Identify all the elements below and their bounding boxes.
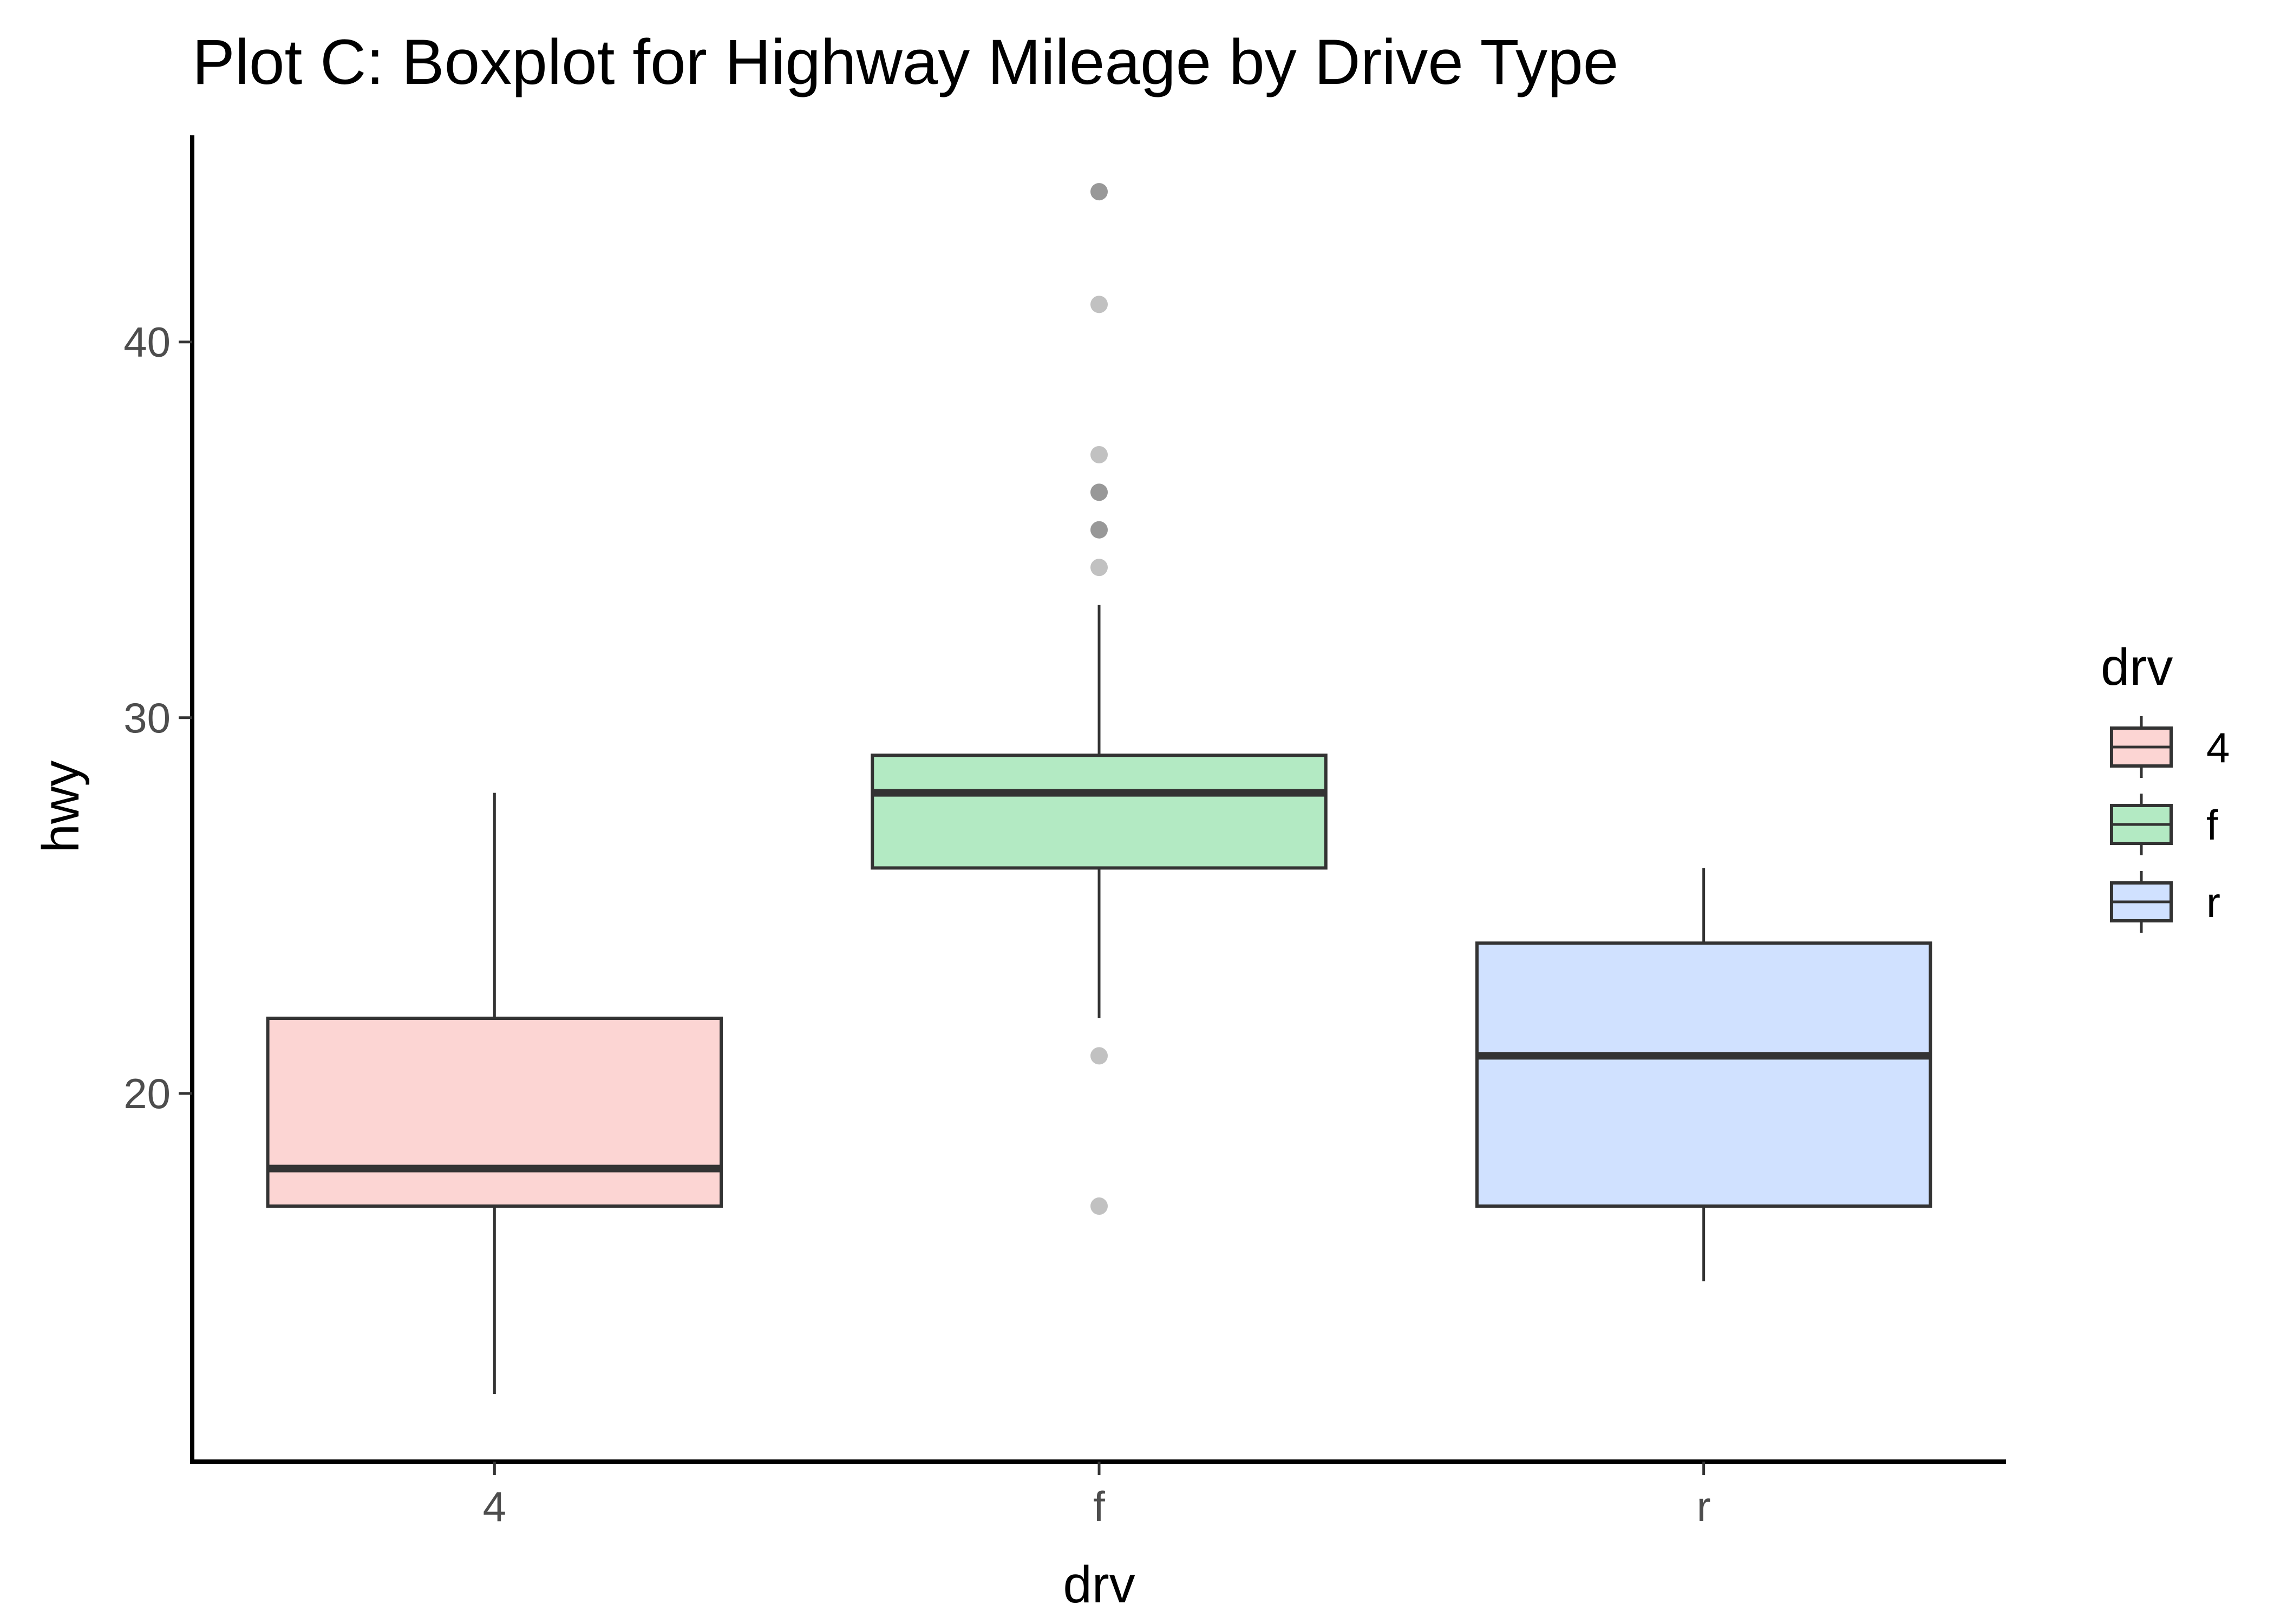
iqr-box bbox=[871, 754, 1328, 870]
outlier-point bbox=[1090, 446, 1108, 463]
outlier-point bbox=[1090, 1197, 1108, 1215]
outlier-point bbox=[1090, 521, 1108, 539]
legend-key-4 bbox=[2110, 716, 2173, 778]
y-tick-label: 20 bbox=[123, 1070, 171, 1117]
iqr-box bbox=[1475, 941, 1932, 1208]
legend-key-f bbox=[2110, 794, 2173, 855]
x-tick-label: f bbox=[1093, 1483, 1105, 1530]
outlier-point bbox=[1090, 559, 1108, 577]
chart-title: Plot C: Boxplot for Highway Mileage by D… bbox=[192, 27, 1618, 98]
iqr-box bbox=[266, 1017, 723, 1208]
legend-label: r bbox=[2206, 879, 2220, 926]
outlier-point bbox=[1090, 483, 1108, 501]
legend-title: drv bbox=[2101, 638, 2173, 696]
box-group-f bbox=[871, 183, 1328, 1215]
x-tick-label: 4 bbox=[483, 1483, 506, 1530]
y-tick-label: 30 bbox=[123, 694, 171, 742]
outlier-point bbox=[1090, 483, 1108, 501]
legend-items: 4 fr bbox=[2110, 716, 2230, 933]
box-group-4 bbox=[266, 793, 723, 1394]
legend: drv 4 fr bbox=[2101, 638, 2230, 933]
outlier-point bbox=[1090, 521, 1108, 539]
y-axis-ticks: 20 30 40 bbox=[123, 318, 192, 1117]
y-tick-label: 40 bbox=[123, 318, 171, 366]
legend-key-r bbox=[2110, 871, 2173, 933]
legend-label: 4 bbox=[2206, 724, 2230, 771]
y-axis-title: hwy bbox=[32, 761, 90, 853]
outlier-point bbox=[1090, 183, 1108, 201]
x-tick-label: r bbox=[1697, 1483, 1711, 1530]
x-axis-title: drv bbox=[1063, 1556, 1135, 1614]
box-group-r bbox=[1475, 868, 1932, 1281]
plot-area bbox=[266, 183, 1932, 1394]
legend-label: f bbox=[2206, 801, 2218, 849]
outlier-point bbox=[1090, 183, 1108, 201]
x-axis-ticks: 4 f r bbox=[483, 1462, 1711, 1530]
outlier-point bbox=[1090, 296, 1108, 313]
outlier-point bbox=[1090, 1047, 1108, 1065]
